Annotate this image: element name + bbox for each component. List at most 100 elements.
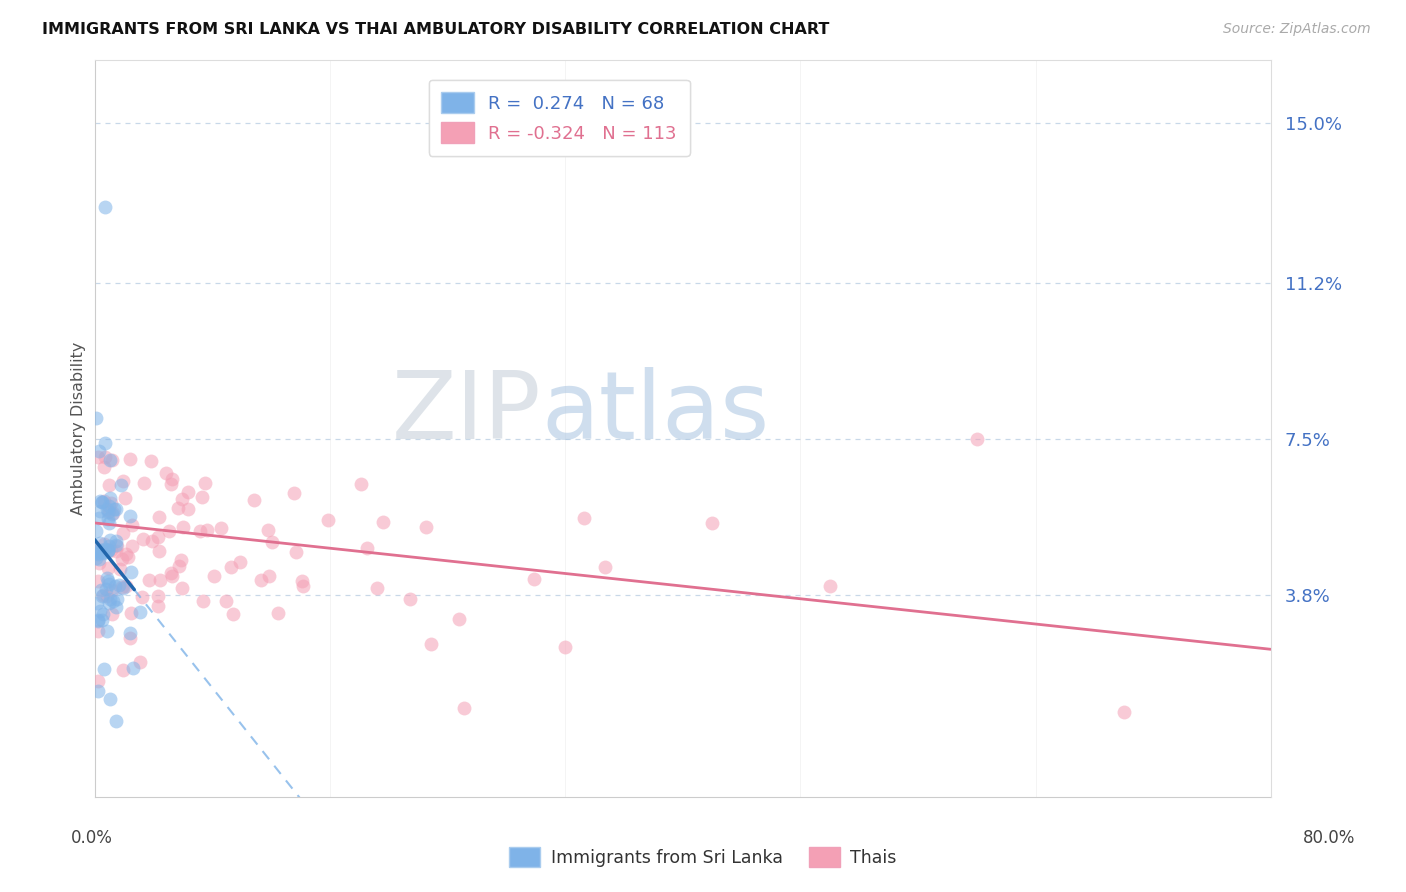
Point — [97, 511, 120, 525]
Point — [94, 450, 117, 464]
Point — [141, 453, 163, 467]
Point — [89, 444, 111, 458]
Point — [120, 508, 142, 523]
Point — [86, 542, 108, 557]
Point — [86, 524, 108, 538]
Point — [91, 545, 114, 559]
Point — [167, 501, 190, 516]
Point — [105, 502, 128, 516]
Point — [96, 589, 118, 603]
Point — [229, 555, 252, 569]
Text: IMMIGRANTS FROM SRI LANKA VS THAI AMBULATORY DISABILITY CORRELATION CHART: IMMIGRANTS FROM SRI LANKA VS THAI AMBULA… — [42, 22, 830, 37]
Point — [115, 578, 138, 592]
Point — [97, 561, 120, 575]
Point — [128, 605, 150, 619]
Point — [523, 572, 546, 586]
Point — [138, 573, 160, 587]
Point — [148, 510, 170, 524]
Point — [94, 435, 117, 450]
Point — [194, 475, 217, 490]
Point — [121, 539, 143, 553]
Point — [149, 573, 172, 587]
Point — [93, 460, 115, 475]
Point — [101, 507, 124, 521]
Point — [86, 613, 108, 627]
Point — [89, 494, 111, 508]
Point — [97, 543, 120, 558]
Point — [91, 494, 114, 508]
Point — [97, 574, 120, 588]
Point — [111, 525, 134, 540]
Point — [89, 504, 111, 518]
Point — [98, 540, 121, 554]
Point — [121, 661, 143, 675]
Point — [98, 491, 121, 505]
Point — [146, 589, 169, 603]
Point — [222, 607, 245, 621]
Point — [111, 663, 134, 677]
Point — [356, 541, 378, 555]
Point — [148, 530, 170, 544]
Point — [554, 640, 576, 654]
Point — [105, 591, 128, 606]
Point — [818, 579, 841, 593]
Point — [86, 547, 108, 561]
Point — [148, 543, 170, 558]
Point — [98, 533, 121, 547]
Point — [104, 579, 127, 593]
Point — [173, 520, 195, 534]
Point — [105, 538, 128, 552]
Point — [93, 662, 115, 676]
Point — [86, 450, 108, 465]
Point — [96, 571, 118, 585]
Text: ZIP: ZIP — [392, 368, 541, 459]
Point — [107, 578, 129, 592]
Point — [101, 607, 124, 622]
Point — [101, 453, 124, 467]
Point — [453, 700, 475, 714]
Point — [97, 577, 120, 591]
Point — [129, 656, 152, 670]
Point — [96, 624, 118, 638]
Point — [100, 453, 122, 467]
Point — [91, 607, 114, 621]
Point — [172, 581, 194, 595]
Legend: Immigrants from Sri Lanka, Thais: Immigrants from Sri Lanka, Thais — [502, 840, 904, 874]
Point — [97, 542, 120, 557]
Point — [84, 551, 107, 566]
Point — [146, 599, 169, 614]
Point — [86, 596, 108, 610]
Point — [1112, 706, 1135, 720]
Point — [399, 592, 422, 607]
Point — [90, 583, 112, 598]
Text: 0.0%: 0.0% — [70, 829, 112, 847]
Point — [121, 518, 143, 533]
Point — [86, 614, 108, 628]
Point — [91, 546, 114, 560]
Point — [103, 501, 125, 516]
Point — [90, 589, 112, 603]
Point — [257, 523, 280, 537]
Point — [572, 511, 595, 525]
Point — [120, 606, 142, 620]
Y-axis label: Ambulatory Disability: Ambulatory Disability — [72, 342, 86, 515]
Point — [86, 684, 108, 698]
Point — [176, 502, 198, 516]
Point — [159, 566, 181, 580]
Point — [86, 546, 108, 560]
Point — [91, 588, 114, 602]
Point — [97, 505, 120, 519]
Point — [191, 594, 214, 608]
Point — [98, 592, 121, 607]
Point — [87, 510, 110, 524]
Point — [250, 574, 273, 588]
Point — [366, 581, 388, 595]
Point — [209, 521, 232, 535]
Point — [91, 495, 114, 509]
Point — [94, 541, 117, 556]
Point — [120, 631, 142, 645]
Point — [111, 552, 134, 566]
Point — [98, 478, 121, 492]
Point — [219, 560, 242, 574]
Point — [160, 472, 183, 486]
